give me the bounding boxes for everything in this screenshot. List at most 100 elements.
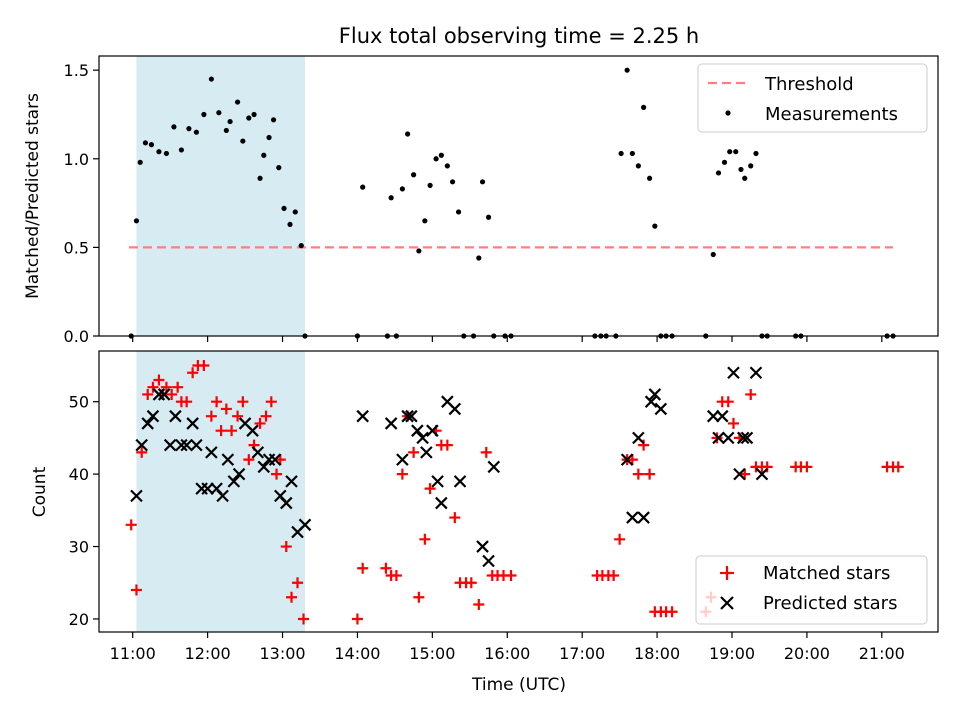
matched-star-point — [232, 410, 244, 422]
measurement-point — [715, 170, 722, 176]
matched-star-point — [142, 388, 154, 400]
predicted-star-point — [401, 409, 414, 423]
measurement-point — [738, 166, 744, 173]
measurement-point — [178, 147, 185, 153]
predicted-star-point — [654, 402, 668, 416]
predicted-star-point — [749, 366, 763, 380]
measurement-point — [427, 182, 433, 188]
top-plot-frame — [98, 55, 939, 337]
y-tick-label: 1.0 — [64, 150, 89, 169]
measurement-point — [281, 205, 287, 212]
measurement-point — [422, 218, 428, 224]
predicted-star-point — [637, 511, 650, 524]
legend-matched-label: Matched stars — [763, 563, 890, 584]
predicted-star-point — [257, 460, 271, 474]
measurement-point — [629, 150, 635, 157]
predicted-star-point — [135, 438, 148, 452]
measurement-point — [742, 175, 748, 181]
measurement-point — [748, 163, 754, 169]
predicted-star-point — [416, 431, 429, 445]
predicted-star-point — [644, 395, 658, 408]
measurement-point — [163, 150, 170, 157]
predicted-star-point — [130, 489, 143, 503]
matched-star-point — [292, 577, 304, 589]
measurement-point — [411, 172, 417, 178]
matched-star-point — [608, 570, 620, 582]
bottom-y-axis-ticks: 20 30 40 50 — [69, 393, 99, 629]
x-tick-label: 11:00 — [110, 644, 156, 663]
y-tick-label: 50 — [69, 393, 89, 412]
y-tick-label: 30 — [69, 538, 89, 557]
matched-star-point — [153, 374, 165, 386]
measurement-point — [646, 175, 653, 181]
matched-star-point — [739, 468, 751, 480]
measurement-point — [438, 152, 444, 158]
bottom-x-axis-ticks: 11:00 12:00 13:00 14:00 15:00 16:00 17:00 18:00… — [110, 632, 905, 663]
measurement-point — [721, 159, 728, 165]
predicted-star-point — [163, 438, 177, 452]
measurement-point — [641, 104, 647, 110]
measurement-point — [635, 163, 641, 169]
top-x-axis-ticks — [132, 336, 883, 342]
matched-star-point — [638, 439, 650, 451]
legend-measurements-label: Measurements — [765, 104, 898, 125]
predicted-star-point — [626, 511, 639, 524]
matched-star-point — [226, 425, 238, 437]
predicted-star-point — [648, 388, 662, 401]
top-y-axis-ticks: 0.0 0.5 1.0 1.5 — [64, 61, 99, 346]
measurement-point — [193, 129, 199, 135]
measurement-point — [416, 248, 422, 254]
matched-star-point — [271, 468, 283, 480]
measurement-point — [733, 149, 739, 155]
predicted-star-point — [740, 431, 754, 445]
measurement-point — [399, 186, 405, 192]
predicted-star-point — [715, 409, 729, 423]
predicted-star-point — [405, 409, 418, 423]
matched-star-point — [243, 454, 255, 466]
predicted-star-point — [227, 475, 241, 488]
predicted-star-point — [175, 438, 188, 452]
predicted-star-point — [169, 409, 182, 423]
x-axis-label: Time (UTC) — [471, 675, 566, 695]
matched-star-point — [473, 598, 485, 610]
predicted-star-point — [733, 467, 746, 481]
predicted-star-point — [736, 431, 750, 445]
x-tick-label: 20:00 — [784, 644, 830, 663]
measurement-point — [240, 138, 246, 144]
matched-star-point — [632, 468, 644, 480]
matched-star-point — [205, 410, 217, 422]
matched-star-point — [237, 396, 249, 408]
measurement-point — [652, 223, 658, 229]
measurement-point — [137, 159, 143, 165]
matched-star-point — [198, 359, 210, 371]
x-tick-label: 14:00 — [334, 644, 380, 663]
top-highlight-span — [136, 56, 306, 336]
x-tick-label: 16:00 — [484, 644, 530, 663]
measurement-point — [142, 140, 149, 146]
matched-star-point — [357, 562, 369, 574]
predicted-star-point — [232, 467, 246, 481]
legend-predicted-label: Predicted stars — [763, 593, 897, 614]
matched-star-point — [265, 396, 277, 408]
matched-star-point — [254, 417, 266, 429]
x-tick-label: 18:00 — [634, 644, 680, 663]
measurement-point — [148, 142, 155, 148]
predicted-star-point — [190, 438, 203, 452]
predicted-star-point — [482, 554, 495, 568]
legend-measurements-swatch — [725, 110, 731, 116]
predicted-star-point — [205, 446, 218, 459]
matched-star-point — [626, 454, 638, 466]
predicted-star-point — [632, 431, 645, 445]
matched-star-point — [441, 439, 453, 451]
matched-star-point — [614, 533, 626, 545]
measurement-point — [171, 124, 177, 130]
matched-star-point — [211, 396, 223, 408]
predicted-star-point — [201, 482, 214, 495]
measurement-point — [223, 127, 229, 134]
y-tick-label: 0.0 — [64, 327, 89, 346]
matched-star-point — [396, 468, 408, 480]
matched-star-point — [408, 446, 420, 458]
bottom-legend: Matched stars Predicted stars — [695, 555, 928, 625]
predicted-star-point — [146, 409, 160, 423]
x-tick-label: 12:00 — [185, 644, 231, 663]
